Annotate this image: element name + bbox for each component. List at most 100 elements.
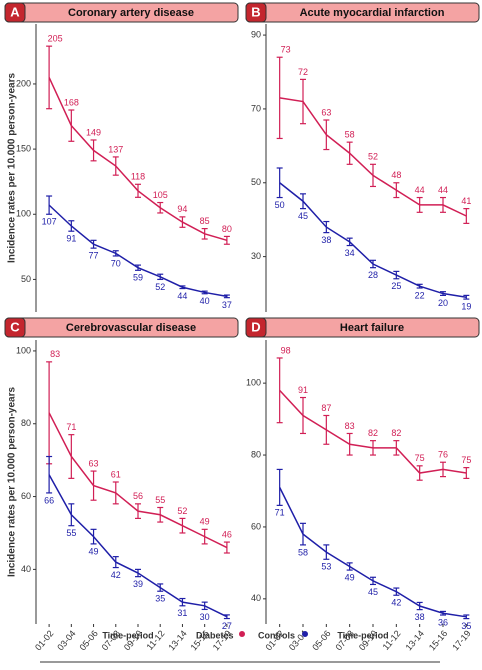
x-axis-label: Time-period [337,630,388,640]
value-label: 46 [222,529,232,539]
value-label: 105 [153,190,168,200]
value-label: 76 [438,450,448,460]
value-label: 91 [298,385,308,395]
value-label: 53 [321,562,331,572]
y-tick-label: 70 [251,103,261,113]
panel-title: Acute myocardial infarction [300,7,445,19]
value-label: 50 [275,200,285,210]
value-label: 31 [177,608,187,618]
value-label: 63 [89,458,99,468]
value-label: 30 [200,612,210,622]
value-label: 72 [298,67,308,77]
y-tick-label: 200 [16,78,31,88]
y-tick-label: 80 [21,418,31,428]
legend-marker [302,631,308,637]
value-label: 52 [177,506,187,516]
value-label: 91 [66,234,76,244]
value-label: 83 [50,349,60,359]
x-tick-label: 03-04 [55,628,77,652]
x-tick-label: 13-14 [166,628,188,652]
x-tick-label: 05-06 [310,628,332,652]
x-tick-label: 13-14 [404,628,426,652]
value-label: 40 [200,296,210,306]
value-label: 80 [222,224,232,234]
x-tick-label: 01-02 [33,628,55,652]
value-label: 56 [133,491,143,501]
value-label: 44 [438,185,448,195]
value-label: 107 [42,217,57,227]
value-label: 63 [321,107,331,117]
value-label: 25 [391,281,401,291]
panel-title: Cerebrovascular disease [66,322,196,334]
value-label: 55 [66,528,76,538]
value-label: 85 [200,216,210,226]
value-label: 71 [275,508,285,518]
y-tick-label: 100 [16,345,31,355]
y-tick-label: 50 [251,177,261,187]
value-label: 27 [222,621,232,631]
value-label: 42 [391,598,401,608]
value-label: 20 [438,298,448,308]
value-label: 149 [86,127,101,137]
x-axis-label: Time-period [102,630,153,640]
panel-letter: D [251,319,260,334]
y-tick-label: 30 [251,251,261,261]
value-label: 94 [177,204,187,214]
value-label: 75 [415,453,425,463]
panel-badge [4,317,26,338]
y-tick-label: 150 [16,143,31,153]
y-axis-label: Incidence rates per 10.000 person-years [7,387,18,578]
value-label: 34 [345,248,355,258]
panel-letter: B [251,4,260,19]
value-label: 73 [281,45,291,55]
value-label: 52 [368,152,378,162]
y-tick-label: 60 [21,491,31,501]
y-tick-label: 100 [16,209,31,219]
value-label: 49 [345,572,355,582]
legend-label: Controls [258,630,295,640]
value-label: 35 [461,621,471,631]
value-label: 82 [368,428,378,438]
y-axis-label: Incidence rates per 10.000 person-years [7,73,18,264]
value-label: 75 [461,455,471,465]
x-tick-label: 17-19 [450,628,472,652]
value-label: 49 [200,517,210,527]
value-label: 41 [461,196,471,206]
value-label: 19 [461,301,471,311]
y-tick-label: 50 [21,274,31,284]
panel-title: Heart failure [340,322,404,334]
x-tick-label: 15-16 [427,628,449,652]
value-label: 66 [44,495,54,505]
value-label: 44 [415,185,425,195]
value-label: 49 [89,546,99,556]
value-label: 45 [368,587,378,597]
value-label: 52 [155,282,165,292]
value-label: 45 [298,211,308,221]
panel-letter: C [10,319,20,334]
value-label: 87 [321,403,331,413]
value-label: 71 [66,422,76,432]
value-label: 44 [177,291,187,301]
y-tick-label: 40 [251,593,261,603]
value-label: 39 [133,579,143,589]
value-label: 205 [48,34,63,44]
value-label: 38 [415,612,425,622]
value-label: 82 [391,428,401,438]
panel-badge [4,2,26,23]
value-label: 48 [391,170,401,180]
legend-label: Diabetes [196,630,234,640]
panel-title: Coronary artery disease [68,7,194,19]
value-label: 55 [155,495,165,505]
value-label: 98 [281,345,291,355]
value-label: 168 [64,97,79,107]
value-label: 137 [108,144,123,154]
y-tick-label: 80 [251,449,261,459]
panel-badge [245,2,267,23]
value-label: 22 [415,290,425,300]
value-label: 37 [222,300,232,310]
value-label: 83 [345,421,355,431]
legend-marker [239,631,245,637]
value-label: 58 [298,547,308,557]
value-label: 58 [345,130,355,140]
